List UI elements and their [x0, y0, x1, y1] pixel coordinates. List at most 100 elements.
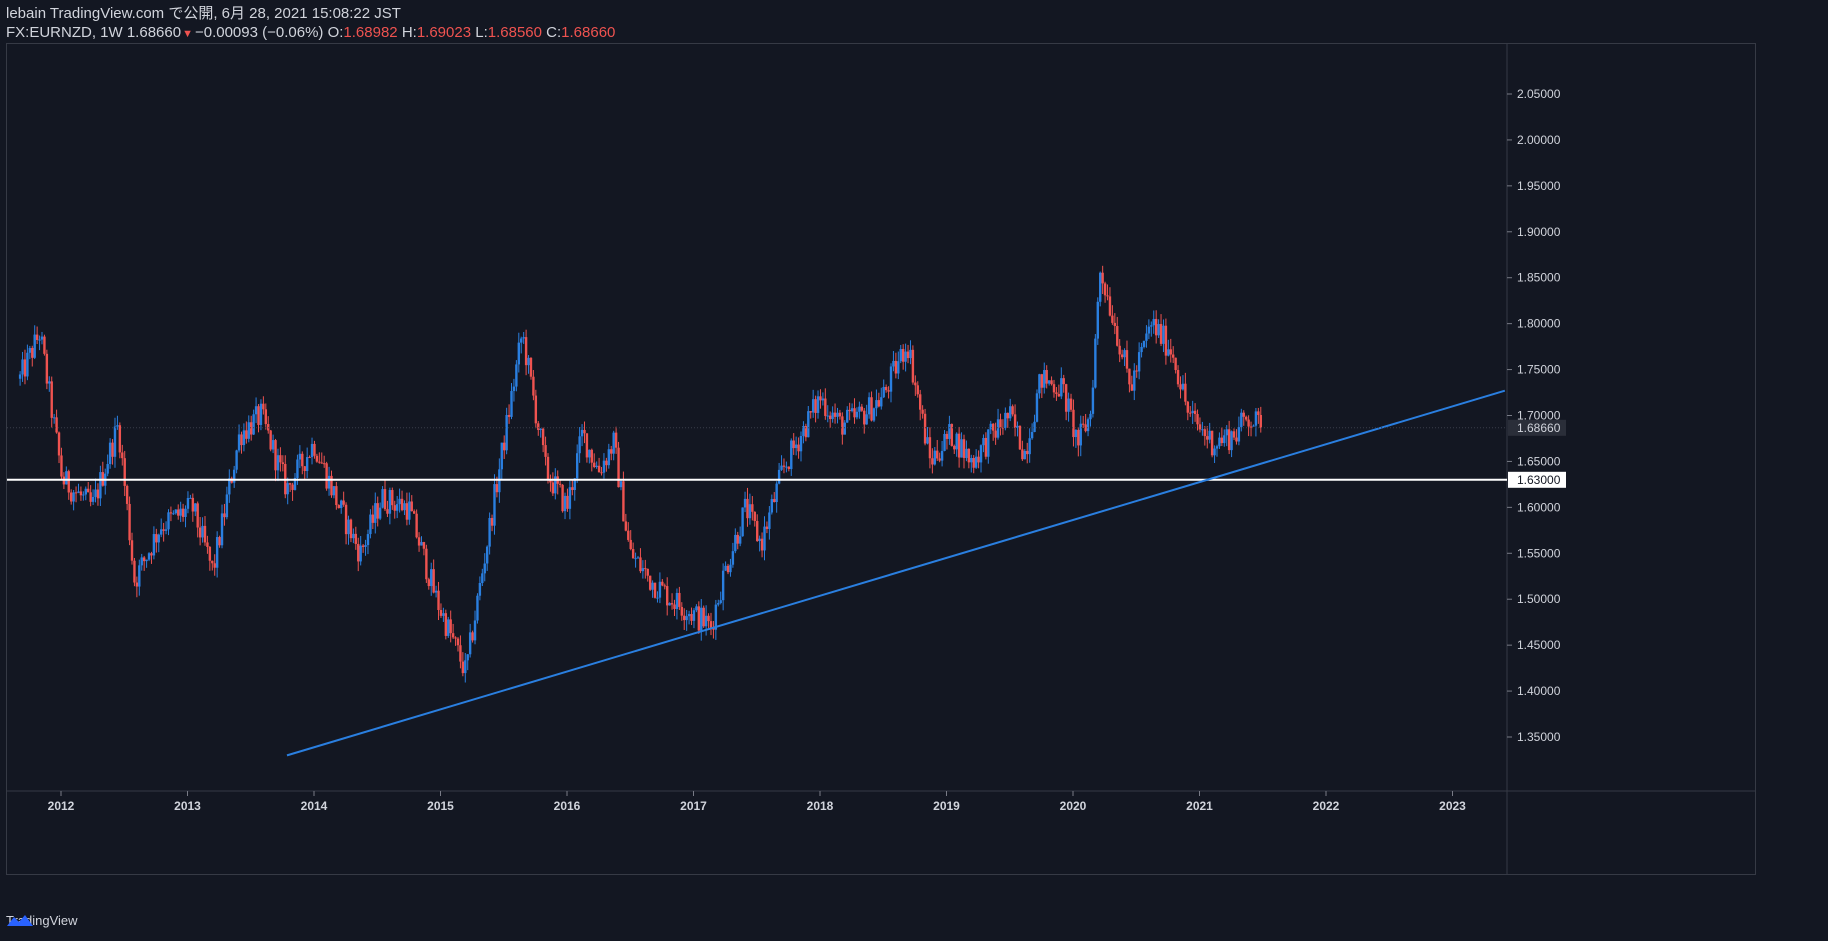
chart-area[interactable]: 2.05000 2.00000 1.95000 1.90000 1.85000 1.800…: [6, 43, 1756, 875]
candle-body: [23, 359, 27, 377]
candle-body: [1074, 429, 1078, 438]
candle-body: [45, 353, 49, 384]
candle-body: [169, 512, 173, 514]
candle-body: [1186, 401, 1189, 413]
candle-body: [108, 442, 112, 465]
candle-body: [106, 464, 109, 474]
candle-body: [685, 616, 688, 621]
candle-body: [953, 445, 956, 450]
candle-body: [434, 590, 438, 593]
candle-body: [257, 406, 260, 425]
candle-body: [281, 462, 285, 464]
candle-body: [94, 489, 97, 497]
candle-body: [74, 492, 78, 494]
candle-body: [357, 543, 360, 562]
candle-body: [420, 542, 423, 546]
candle-body: [809, 411, 812, 413]
candle-body: [121, 452, 124, 459]
candle-body: [704, 615, 708, 627]
y-tick-label: 1.75000: [1517, 363, 1561, 377]
candle-body: [670, 603, 674, 605]
candle-body: [296, 459, 299, 478]
level-badge: [1508, 471, 1566, 488]
candle-body: [661, 581, 664, 586]
candle-body: [198, 527, 202, 538]
candle-body: [347, 519, 350, 535]
candle-body: [916, 385, 919, 395]
candle-body: [152, 534, 156, 556]
candle-body: [318, 461, 321, 463]
candle-body: [476, 595, 479, 621]
candle-body: [520, 338, 523, 343]
candle-body: [996, 419, 1000, 438]
candle-body: [537, 423, 540, 430]
candle-body: [1223, 435, 1226, 444]
candle-body: [549, 479, 552, 483]
candle-body: [1064, 384, 1068, 412]
candle-body: [836, 412, 839, 417]
candle-body: [663, 585, 666, 587]
candle-body: [55, 417, 58, 433]
candle-body: [1259, 414, 1262, 428]
candle-body: [413, 511, 416, 514]
candle-body: [1091, 387, 1095, 414]
candle-body: [651, 582, 654, 590]
trend-line[interactable]: [286, 389, 1506, 757]
candle-body: [381, 489, 384, 508]
candle-body: [361, 545, 365, 547]
candle-body: [828, 415, 832, 420]
candle-body: [853, 408, 856, 418]
candle-body: [340, 500, 343, 509]
candle-body: [410, 501, 413, 512]
candle-body: [1113, 322, 1117, 327]
candle-body: [293, 477, 297, 490]
candle-body: [617, 447, 620, 488]
candle-body: [1210, 430, 1214, 456]
x-tick-label: 2023: [1439, 799, 1466, 813]
candle-body: [179, 508, 182, 516]
candle-body: [38, 339, 41, 341]
candle-body: [69, 492, 73, 502]
candle-body: [588, 449, 591, 458]
candle-body: [1257, 411, 1260, 415]
candle-body: [585, 433, 589, 458]
y-tick-label: 1.40000: [1517, 684, 1561, 698]
candle-body: [1244, 416, 1248, 420]
candle-body: [607, 449, 611, 466]
candle-body: [128, 503, 131, 541]
candle-body: [841, 416, 844, 435]
candle-body: [967, 448, 971, 463]
candle-body: [386, 509, 389, 514]
candle-body: [1006, 412, 1009, 419]
candle-body: [1235, 437, 1238, 442]
candle-body: [1021, 449, 1024, 460]
candle-body: [848, 409, 851, 412]
candle-body: [926, 437, 929, 444]
candle-body: [366, 534, 370, 546]
candle-body: [999, 419, 1002, 428]
candle-body: [1089, 413, 1092, 420]
candle-body: [512, 386, 516, 392]
y-tick-label: 1.85000: [1517, 271, 1561, 285]
candle-body: [683, 615, 686, 621]
candle-body: [597, 465, 601, 473]
publish-info: lebain TradingView.com で公開, 6月 28, 2021 …: [6, 5, 401, 22]
candle-body: [612, 432, 615, 454]
candle-body: [763, 526, 766, 551]
candle-body: [1001, 427, 1005, 429]
candle-body: [1004, 412, 1007, 428]
candle-body: [276, 455, 280, 471]
candle-body: [940, 450, 944, 461]
candle-body: [430, 569, 433, 587]
candle-body: [1099, 272, 1102, 302]
candle-body: [403, 503, 406, 511]
close-label: C:: [546, 24, 562, 41]
price-chart[interactable]: 2.05000 2.00000 1.95000 1.90000 1.85000 1.800…: [7, 44, 1756, 875]
candle-body: [371, 514, 375, 523]
candle-body: [31, 348, 34, 358]
candle-body: [568, 487, 572, 509]
candle-body: [43, 336, 46, 354]
candle-body: [1067, 398, 1070, 412]
candle-body: [721, 570, 725, 601]
candle-body: [327, 475, 331, 489]
